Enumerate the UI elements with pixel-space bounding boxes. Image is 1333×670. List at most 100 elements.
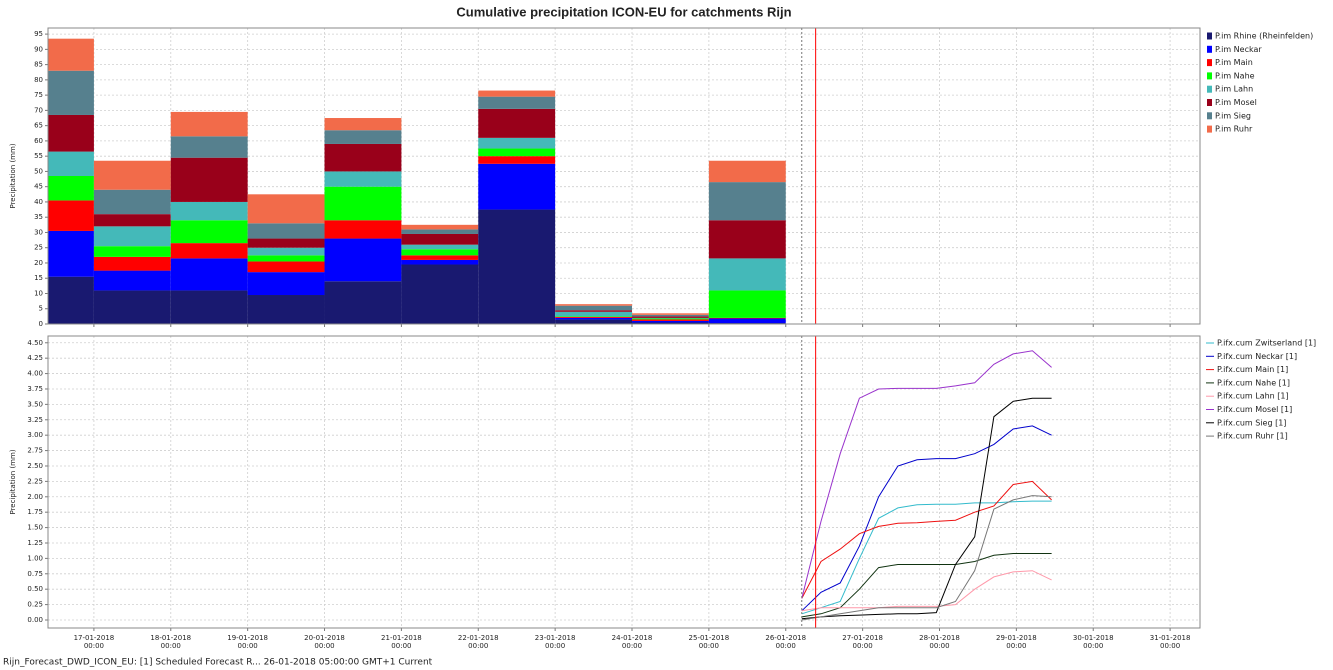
y-tick-label: 30	[34, 228, 43, 236]
bar-segment	[324, 143, 402, 172]
y-tick-label: 4.50	[27, 339, 43, 347]
bar-segment	[478, 148, 556, 157]
x-tick-label: 18-01-2018	[150, 634, 191, 642]
bar-segment	[170, 290, 248, 324]
bar-segment	[324, 130, 402, 144]
y-tick-label: 10	[34, 289, 43, 297]
y-tick-label: 70	[34, 106, 43, 114]
x-tick-label: 00:00	[468, 642, 488, 650]
x-tick-label: 23-01-2018	[535, 634, 576, 642]
bar-segment	[170, 220, 248, 244]
legend-label: P.im Lahn	[1215, 85, 1253, 94]
bar-segment	[247, 223, 325, 239]
bar-segment	[478, 108, 556, 138]
x-tick-label: 00:00	[84, 642, 104, 650]
x-tick-label: 00:00	[1160, 642, 1180, 650]
y-tick-label: 80	[34, 76, 43, 84]
legend-swatch	[1207, 85, 1212, 93]
bar-segment	[401, 264, 479, 324]
y-tick-label: 85	[34, 61, 43, 69]
y-tick-label: 0	[39, 320, 43, 328]
y-tick-label: 1.00	[27, 554, 43, 562]
bar-segment	[708, 258, 786, 291]
legend-label: P.im Mosel	[1215, 98, 1257, 107]
bar-segment	[632, 317, 709, 319]
bar-segment	[48, 276, 94, 324]
bar-segment	[555, 305, 633, 311]
bar-segment	[93, 214, 171, 227]
x-tick-label: 30-01-2018	[1073, 634, 1114, 642]
legend-label: P.im Sieg	[1215, 111, 1251, 120]
x-tick-label: 00:00	[1006, 642, 1026, 650]
y-tick-label: 60	[34, 137, 43, 145]
bar-segment	[48, 176, 94, 201]
bar-segment	[555, 304, 633, 306]
x-tick-label: 25-01-2018	[689, 634, 730, 642]
plot-border	[47, 335, 1201, 629]
x-tick-label: 19-01-2018	[227, 634, 268, 642]
bar-segment	[247, 247, 325, 256]
bar-segment	[555, 317, 633, 320]
y-tick-label: 3.25	[27, 416, 43, 424]
bar-segment	[632, 314, 709, 317]
bar-segment	[48, 151, 94, 176]
legend-label: P.im Nahe	[1215, 71, 1255, 80]
y-tick-label: 0.00	[27, 616, 43, 624]
bar-segment	[48, 70, 94, 115]
y-tick-label: 2.00	[27, 493, 43, 501]
legend-label: P.ifx.cum Main [1]	[1217, 365, 1288, 374]
x-tick-label: 20-01-2018	[304, 634, 345, 642]
bar-segment	[170, 157, 248, 202]
bar-segment	[401, 249, 479, 256]
legend-label: P.im Ruhr	[1215, 125, 1253, 134]
y-tick-label: 25	[34, 244, 43, 252]
x-tick-label: 00:00	[929, 642, 949, 650]
legend-label: P.ifx.cum Zwitserland [1]	[1217, 339, 1316, 348]
bar-segment	[555, 316, 633, 318]
legend-label: P.im Neckar	[1215, 45, 1262, 54]
bar-segment	[708, 290, 786, 318]
bar-segment	[401, 229, 479, 234]
series-line	[801, 397, 1052, 620]
x-tick-label: 00:00	[853, 642, 873, 650]
x-tick-label: 29-01-2018	[996, 634, 1037, 642]
x-tick-label: 00:00	[238, 642, 258, 650]
x-tick-label: 22-01-2018	[458, 634, 499, 642]
y-axis-title: Precipitation (mm)	[9, 449, 17, 514]
legend-label: P.im Rhine (Rheinfelden)	[1215, 32, 1313, 41]
y-tick-label: 35	[34, 213, 43, 221]
bar-segment	[324, 238, 402, 282]
bar-segment	[478, 209, 556, 324]
bar-segment	[93, 189, 171, 215]
bar-segment	[170, 243, 248, 259]
bar-segment	[324, 171, 402, 187]
bar-segment	[478, 163, 556, 210]
x-tick-label: 17-01-2018	[74, 634, 115, 642]
y-tick-label: 0.50	[27, 585, 43, 593]
bar-segment	[632, 322, 709, 324]
legend-label: P.ifx.cum Ruhr [1]	[1217, 432, 1288, 441]
bar-segment	[555, 319, 633, 324]
legend-swatch	[1207, 32, 1212, 40]
legend-label: P.ifx.cum Lahn [1]	[1217, 392, 1289, 401]
bar-segment	[632, 316, 709, 318]
bar-segment	[632, 313, 709, 315]
legend-swatch	[1207, 59, 1212, 67]
bar-segment	[48, 114, 94, 152]
y-tick-label: 5	[39, 305, 43, 313]
x-tick-label: 00:00	[1083, 642, 1103, 650]
bar-segment	[401, 244, 479, 250]
bar-segment	[401, 233, 479, 245]
x-tick-label: 27-01-2018	[842, 634, 883, 642]
bar-segment	[170, 111, 248, 137]
series-line	[801, 495, 1052, 621]
bar-segment	[555, 310, 633, 312]
legend-swatch	[1207, 125, 1212, 133]
bar-segment	[708, 318, 786, 324]
y-tick-label: 2.50	[27, 462, 43, 470]
bar-segment	[247, 295, 325, 324]
bar-segment	[170, 258, 248, 291]
bar-segment	[478, 90, 556, 97]
bar-segment	[93, 256, 171, 271]
bar-segment	[247, 238, 325, 248]
